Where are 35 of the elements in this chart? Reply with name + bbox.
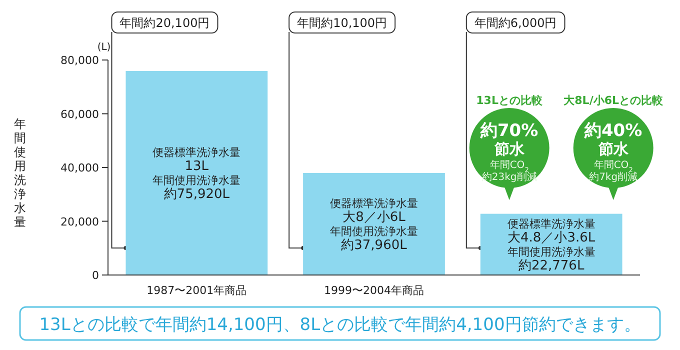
- annotation: 約40%: [583, 121, 642, 141]
- annotation: 大8／小6L: [342, 210, 406, 225]
- x-tick-label: 1987〜2001年商品: [146, 284, 247, 297]
- annotation: 大8L/小6Lとの比較: [564, 94, 664, 107]
- annotation: 大4.8／小3.6L: [508, 230, 596, 246]
- text: (L): [97, 42, 111, 53]
- text: 13Lとの比較で年間約14,100円、8Lとの比較で年間約4,100円節約できます。: [39, 315, 641, 335]
- annotation: 約23kg削減: [482, 171, 537, 183]
- x-tick-label: 1999〜2004年商品: [324, 284, 424, 297]
- annotation: 便器標準洗浄水量: [152, 146, 241, 159]
- data-label: 約37,960L: [341, 238, 408, 253]
- y-tick-label: 80,000: [60, 54, 99, 67]
- annotation: 便器標準洗浄水量: [330, 196, 418, 210]
- annotation: 便器標準洗浄水量: [507, 217, 596, 230]
- bar: [303, 172, 445, 275]
- annotation: 年間使用洗浄水量: [330, 224, 418, 238]
- text: 年間使用洗浄水量: [14, 117, 26, 229]
- bar: [126, 70, 268, 275]
- y-tick-label: 40,000: [60, 162, 99, 174]
- y-tick-label: 0: [92, 269, 99, 282]
- annotation: 13L: [184, 158, 210, 174]
- data-label: 約75,920L: [164, 186, 230, 202]
- data-label: 約22,776L: [518, 258, 585, 274]
- annotation: 約70%: [479, 121, 538, 141]
- annotation: 節水: [493, 140, 526, 158]
- text: 年間約6,000円: [474, 16, 557, 30]
- annotation: 節水: [597, 140, 630, 158]
- y-axis-title: 年間使用洗浄水量: [152, 174, 241, 187]
- annotation: 13Lとの比較: [476, 94, 544, 107]
- y-tick-label: 20,000: [60, 215, 99, 228]
- y-tick-label: 60,000: [60, 108, 99, 121]
- annotation: 約7kg削減: [589, 171, 638, 183]
- text: 年間約20,100円: [120, 16, 210, 30]
- annotation: 年間使用洗浄水量: [507, 245, 596, 258]
- text: 年間約10,100円: [297, 16, 388, 30]
